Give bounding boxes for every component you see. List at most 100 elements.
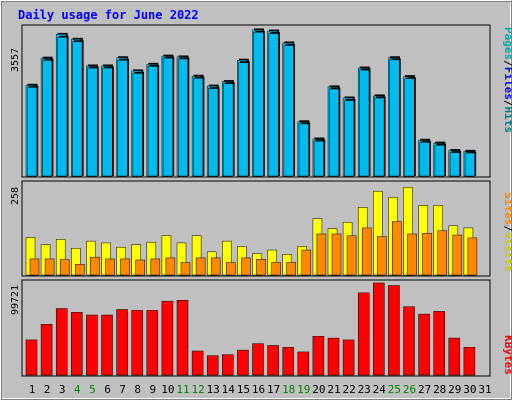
day-label-5: 5 xyxy=(89,383,96,396)
bar-sites-day-25 xyxy=(392,221,402,276)
bar-files-day-28 xyxy=(434,144,445,177)
legend-sep-3: / xyxy=(502,225,512,232)
legend-sep-2: / xyxy=(502,100,512,107)
day-label-26: 26 xyxy=(403,383,416,396)
panel-kbytes xyxy=(21,279,491,377)
day-label-14: 14 xyxy=(222,383,236,396)
bar-files-day-15 xyxy=(238,62,249,177)
day-label-9: 9 xyxy=(149,383,156,396)
bar-files-day-21 xyxy=(328,88,340,177)
bar-sites-day-9 xyxy=(150,258,161,276)
bar-sites-day-27 xyxy=(422,233,432,276)
bar-files-day-23 xyxy=(359,69,370,177)
bar-kbytes-day-22 xyxy=(342,339,355,376)
bar-files-day-1 xyxy=(26,87,38,177)
day-label-27: 27 xyxy=(418,383,431,396)
bar-files-day-26 xyxy=(404,78,415,177)
day-label-10: 10 xyxy=(161,383,174,396)
day-label-2: 2 xyxy=(44,383,51,396)
legend-kbytes: KBytes xyxy=(502,335,512,375)
day-label-18: 18 xyxy=(282,383,295,396)
bar-sites-day-6 xyxy=(105,258,115,276)
day-label-28: 28 xyxy=(433,383,446,396)
day-label-31: 31 xyxy=(478,383,491,396)
day-label-15: 15 xyxy=(237,383,250,396)
bar-sites-day-26 xyxy=(407,233,417,276)
day-label-8: 8 xyxy=(134,383,141,396)
visits-bars xyxy=(25,187,478,276)
day-label-16: 16 xyxy=(252,383,265,396)
bar-kbytes-day-23 xyxy=(357,292,370,376)
bar-kbytes-day-25 xyxy=(388,285,400,376)
bar-sites-day-28 xyxy=(437,230,447,276)
bar-kbytes-day-21 xyxy=(327,337,340,376)
bar-sites-day-4 xyxy=(75,264,85,276)
day-label-19: 19 xyxy=(297,383,310,396)
bar-kbytes-day-19 xyxy=(297,351,310,376)
day-label-17: 17 xyxy=(267,383,280,396)
legend-files: Files xyxy=(502,67,512,100)
hits-ymax-label: 3557 xyxy=(10,48,21,72)
day-label-29: 29 xyxy=(448,383,461,396)
bar-kbytes-day-28 xyxy=(433,311,445,376)
bar-kbytes-day-5 xyxy=(86,314,98,376)
bar-files-day-9 xyxy=(147,66,158,177)
bar-kbytes-day-24 xyxy=(373,282,385,376)
bar-sites-day-22 xyxy=(346,235,357,276)
bar-sites-day-10 xyxy=(165,257,176,276)
day-label-22: 22 xyxy=(342,383,355,396)
panel-hits xyxy=(21,24,491,178)
bar-sites-day-17 xyxy=(271,262,281,276)
bar-kbytes-day-17 xyxy=(267,345,279,376)
bar-kbytes-day-3 xyxy=(55,308,68,376)
bar-sites-day-5 xyxy=(90,256,100,276)
bar-files-day-3 xyxy=(57,37,68,177)
day-label-24: 24 xyxy=(373,383,387,396)
day-label-13: 13 xyxy=(207,383,220,396)
legend-visits: Visits xyxy=(502,232,512,272)
bar-sites-day-1 xyxy=(29,258,40,276)
bar-sites-day-18 xyxy=(286,262,296,276)
bar-files-day-14 xyxy=(223,83,234,177)
bar-sites-day-7 xyxy=(120,258,130,276)
kbytes-bars xyxy=(25,282,476,376)
day-label-23: 23 xyxy=(358,383,371,396)
chart-title: Daily usage for June 2022 xyxy=(18,8,199,22)
bar-sites-day-23 xyxy=(361,227,372,276)
bar-kbytes-day-30 xyxy=(463,347,476,376)
bar-files-day-29 xyxy=(449,152,460,177)
bar-files-day-22 xyxy=(344,100,355,177)
bar-kbytes-day-26 xyxy=(403,306,415,376)
legend-sep-1: / xyxy=(502,60,512,67)
legend-hits-panel: Pages/Files/Hits xyxy=(502,27,512,133)
panel-visits xyxy=(21,180,491,277)
bar-files-day-27 xyxy=(419,142,430,177)
bar-kbytes-day-6 xyxy=(101,314,113,376)
bar-files-day-11 xyxy=(177,58,189,177)
bar-sites-day-24 xyxy=(377,236,387,276)
day-label-3: 3 xyxy=(59,383,66,396)
day-label-1: 1 xyxy=(29,383,36,396)
bar-files-day-7 xyxy=(117,60,128,177)
day-label-21: 21 xyxy=(327,383,340,396)
bar-kbytes-day-12 xyxy=(191,350,204,376)
bar-files-day-6 xyxy=(102,67,113,177)
bar-kbytes-day-15 xyxy=(237,349,249,376)
visits-ymax-label: 258 xyxy=(10,187,21,205)
bar-kbytes-day-9 xyxy=(146,310,159,376)
bar-sites-day-29 xyxy=(452,234,463,276)
bar-sites-day-11 xyxy=(180,262,191,276)
bar-sites-day-3 xyxy=(59,259,70,276)
day-label-11: 11 xyxy=(176,383,189,396)
day-label-12: 12 xyxy=(191,383,204,396)
bar-kbytes-day-8 xyxy=(131,310,143,376)
bar-files-day-10 xyxy=(162,57,173,177)
kbytes-ymax-label: 99721 xyxy=(10,285,21,315)
bar-kbytes-day-16 xyxy=(252,343,264,376)
legend-hits: Hits xyxy=(502,107,512,134)
x-axis-day-labels: 1 2 3 4 5 6 7 8 9 10 11 12 13 14 15 16 17 18 19 20 21 22 23 24 2… xyxy=(29,383,492,396)
day-label-4: 4 xyxy=(74,383,81,396)
bar-sites-day-14 xyxy=(226,262,236,276)
bar-kbytes-day-7 xyxy=(116,309,128,376)
bar-sites-day-21 xyxy=(331,233,342,276)
